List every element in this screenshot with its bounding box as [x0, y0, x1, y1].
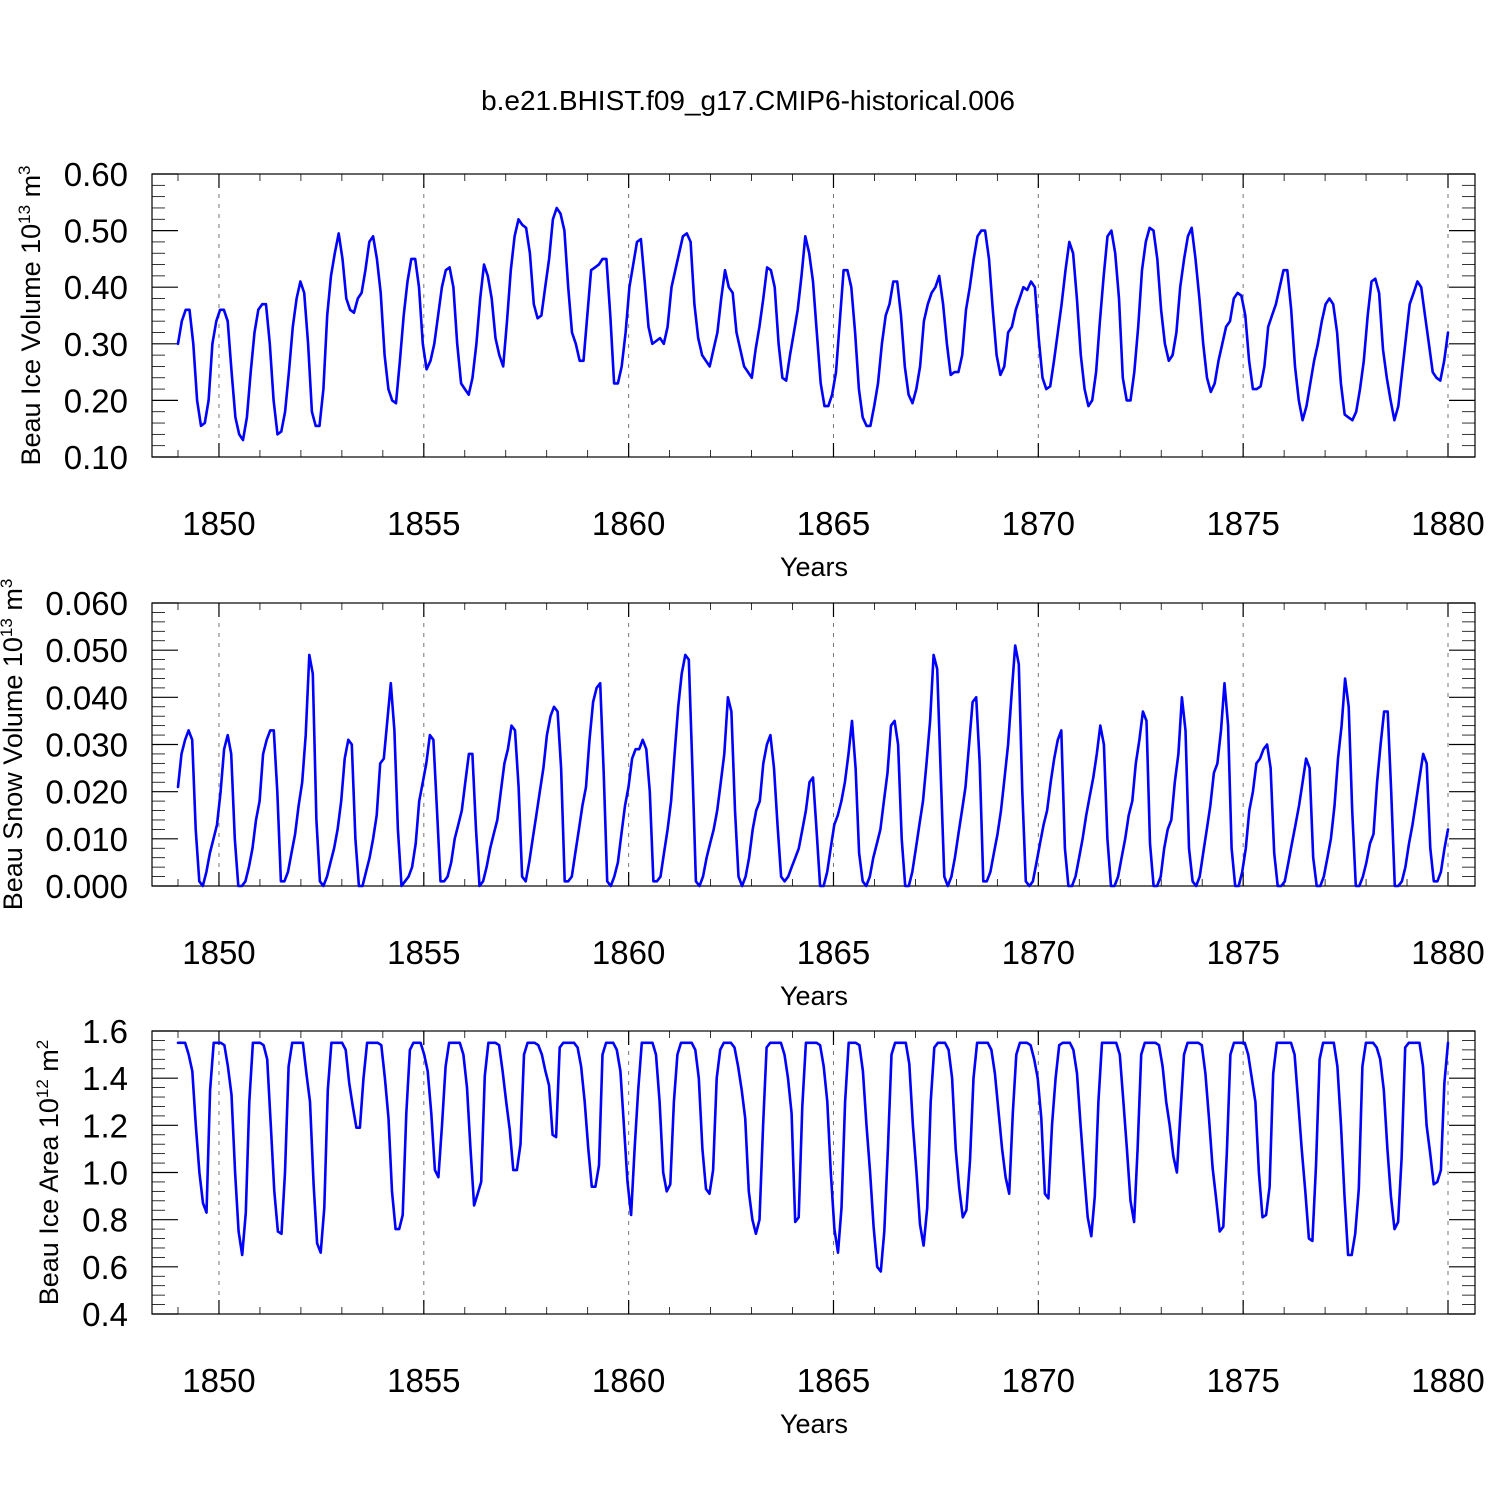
y-tick-label: 0.040: [45, 679, 128, 716]
y-axis-label: Beau Ice Area 1012 m2: [33, 1040, 64, 1306]
x-tick-label: 1880: [1411, 934, 1484, 971]
y-axis-label-part: m: [0, 588, 28, 618]
y-tick-label: 0.20: [64, 382, 128, 419]
y-axis-label-part: 12: [33, 1079, 52, 1098]
x-axis-label: Years: [780, 552, 848, 582]
x-tick-label: 1855: [387, 934, 460, 971]
y-tick-label: 1.2: [82, 1107, 128, 1144]
y-tick-label: 0.050: [45, 632, 128, 669]
x-tick-label: 1875: [1206, 505, 1279, 542]
y-tick-label: 0.6: [82, 1249, 128, 1286]
y-tick-label: 0.60: [64, 156, 128, 193]
panel-1: 1850 1855 1860 1865 1870 1875 1880 Years 0.10 0.2…: [15, 156, 1485, 582]
y-tick-label: 1.6: [82, 1013, 128, 1050]
x-tick-label: 1855: [387, 1362, 460, 1399]
y-tick-label: 0.000: [45, 868, 128, 905]
y-axis-label-part: Beau Ice Volume 10: [16, 224, 46, 466]
y-axis-label-part: Beau Snow Volume 10: [0, 637, 28, 910]
x-tick-label: 1850: [182, 505, 255, 542]
x-tick-label: 1850: [182, 1362, 255, 1399]
y-axis-label-part: 13: [15, 205, 34, 224]
x-tick-label: 1880: [1411, 505, 1484, 542]
y-axis-label: Beau Ice Volume 1013 m3: [15, 165, 46, 465]
x-tick-label: 1860: [592, 505, 665, 542]
y-tick-label: 0.020: [45, 774, 128, 811]
x-axis-label: Years: [780, 1409, 848, 1439]
y-tick-label: 0.4: [82, 1296, 128, 1333]
plot-frame: [151, 1030, 1476, 1315]
x-tick-label: 1850: [182, 934, 255, 971]
x-tick-label: 1870: [1002, 1362, 1075, 1399]
x-tick-label: 1865: [797, 1362, 870, 1399]
x-tick-label: 1870: [1002, 505, 1075, 542]
y-tick-label: 1.0: [82, 1155, 128, 1192]
x-axis-label: Years: [780, 981, 848, 1011]
x-tick-label: 1875: [1206, 934, 1279, 971]
panels: 1850 1855 1860 1865 1870 1875 1880 Years 0.10 0.2…: [0, 156, 1485, 1439]
x-tick-label: 1865: [797, 505, 870, 542]
y-tick-label: 0.50: [64, 213, 128, 250]
plot-frame: [151, 173, 1476, 458]
panel-2: 1850 1855 1860 1865 1870 1875 1880 Years 0.000 0.…: [0, 579, 1485, 1011]
x-tick-label: 1860: [592, 934, 665, 971]
figure-title: b.e21.BHIST.f09_g17.CMIP6-historical.006: [481, 85, 1015, 116]
y-tick-label: 0.40: [64, 269, 128, 306]
series-line: [176, 1041, 1450, 1273]
y-tick-label: 0.010: [45, 821, 128, 858]
y-axis-label-part: Beau Ice Area 10: [34, 1098, 64, 1305]
x-tick-label: 1875: [1206, 1362, 1279, 1399]
y-tick-label: 0.060: [45, 585, 128, 622]
series-line: [176, 206, 1450, 442]
y-axis-label-part: 3: [0, 579, 16, 588]
x-tick-label: 1855: [387, 505, 460, 542]
panel-3: 1850 1855 1860 1865 1870 1875 1880 Years 0.4 0.6 0…: [33, 1013, 1485, 1439]
y-axis-label-part: 3: [15, 165, 34, 174]
y-tick-label: 0.030: [45, 727, 128, 764]
y-axis-label-part: m: [34, 1049, 64, 1079]
x-tick-label: 1860: [592, 1362, 665, 1399]
y-axis-label-part: 13: [0, 618, 16, 637]
y-axis-label-part: 2: [33, 1040, 52, 1049]
y-tick-label: 1.4: [82, 1060, 128, 1097]
y-tick-label: 0.8: [82, 1202, 128, 1239]
x-tick-label: 1865: [797, 934, 870, 971]
x-tick-label: 1870: [1002, 934, 1075, 971]
y-axis-label-part: m: [16, 175, 46, 205]
y-axis-label: Beau Snow Volume 1013 m3: [0, 579, 28, 911]
series-line: [176, 644, 1450, 888]
y-tick-label: 0.30: [64, 326, 128, 363]
y-tick-label: 0.10: [64, 439, 128, 476]
x-tick-label: 1880: [1411, 1362, 1484, 1399]
